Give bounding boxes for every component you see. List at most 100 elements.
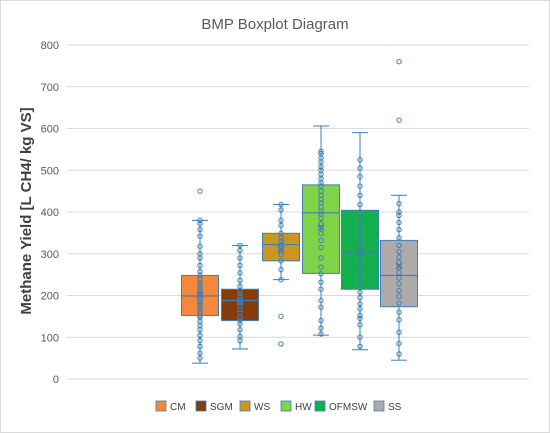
data-point [396, 209, 402, 215]
data-point [197, 305, 203, 311]
y-axis-tick-labels: 0 100 200 300 400 500 600 700 800 [41, 40, 59, 386]
data-point [197, 332, 203, 338]
data-point [396, 317, 402, 323]
data-point [396, 351, 402, 357]
box-series-cm [181, 188, 219, 364]
data-point [278, 276, 284, 283]
data-point [197, 282, 203, 288]
data-point [357, 263, 363, 269]
data-point [357, 215, 363, 221]
data-point [197, 188, 203, 194]
legend-label: HW [295, 402, 312, 413]
data-point [237, 290, 243, 297]
data-point [396, 281, 402, 287]
data-point [197, 276, 203, 282]
y-tick-label: 700 [41, 82, 59, 94]
data-point [278, 258, 284, 264]
data-point [318, 244, 324, 251]
data-point [396, 59, 402, 65]
data-point [357, 268, 363, 274]
data-point [278, 230, 284, 236]
data-point [357, 284, 363, 290]
legend-swatch [239, 400, 251, 412]
data-point [357, 173, 363, 180]
box-series-sgm [221, 242, 259, 350]
data-point [357, 242, 363, 249]
data-point [197, 337, 203, 344]
data-point [396, 200, 402, 207]
data-point [357, 201, 363, 208]
legend-item-sgm: SGM [195, 400, 233, 413]
mean-marker [236, 298, 244, 306]
data-point [197, 290, 203, 297]
data-point [237, 242, 243, 249]
data-point [318, 264, 324, 270]
data-point [318, 220, 324, 227]
data-point [237, 306, 243, 313]
data-point [396, 226, 402, 233]
data-point [197, 343, 203, 350]
legend-swatch [314, 400, 326, 412]
data-point [197, 251, 203, 257]
data-point [237, 333, 243, 340]
y-tick-label: 400 [41, 207, 59, 219]
legend-swatch [280, 400, 292, 412]
data-point [197, 285, 203, 291]
data-point [197, 233, 203, 239]
legend-label: CM [170, 402, 186, 413]
data-point [278, 201, 284, 208]
box-series-hw [302, 125, 340, 337]
data-point [357, 289, 363, 295]
legend-swatch [155, 400, 167, 412]
legend-swatch [195, 400, 207, 412]
data-point [197, 279, 203, 285]
legend-swatch [373, 400, 385, 412]
data-point [197, 287, 203, 294]
data-point [278, 217, 284, 224]
mean-marker [277, 246, 285, 253]
data-point [318, 164, 324, 170]
y-tick-label: 600 [41, 124, 59, 136]
data-point [237, 310, 243, 316]
legend-label: WS [254, 402, 270, 413]
data-point [318, 255, 324, 261]
data-point [318, 167, 324, 173]
data-point [318, 183, 324, 189]
data-point [318, 325, 324, 331]
data-point [357, 183, 363, 189]
data-point [278, 241, 284, 248]
data-point [318, 304, 324, 310]
legend-label: OFMSW [329, 402, 368, 413]
data-point [396, 242, 402, 249]
data-point [197, 293, 203, 299]
data-point [357, 274, 363, 280]
mean-marker [356, 248, 364, 256]
data-point [237, 327, 243, 333]
data-point [237, 293, 243, 300]
y-tick-label: 100 [41, 332, 59, 344]
data-point [357, 253, 363, 259]
data-point [357, 192, 363, 199]
legend-item-cm: CM [155, 400, 186, 413]
data-point [396, 219, 402, 226]
data-point [197, 310, 203, 316]
data-point [278, 207, 284, 213]
data-point [318, 297, 324, 304]
box-iqr [380, 239, 418, 308]
data-point [237, 247, 243, 254]
data-point [396, 235, 402, 241]
data-point [396, 300, 402, 306]
y-tick-label: 800 [41, 40, 59, 52]
data-point [197, 295, 203, 302]
data-point [357, 232, 363, 238]
data-point [318, 279, 324, 285]
data-point [197, 217, 203, 224]
y-tick-label: 300 [41, 249, 59, 261]
data-point [357, 294, 363, 301]
data-point [237, 321, 243, 327]
data-point [318, 148, 324, 155]
data-point [197, 226, 203, 233]
gridlines [67, 44, 529, 380]
